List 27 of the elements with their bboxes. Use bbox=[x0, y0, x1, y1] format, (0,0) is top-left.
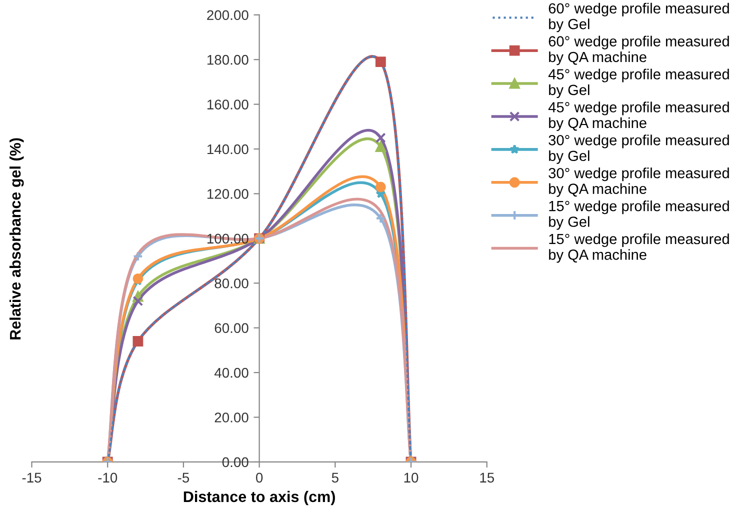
x-tick-label: -5 bbox=[178, 472, 190, 483]
legend-label: 30° wedge profile measured by Gel bbox=[548, 134, 729, 164]
legend-label: 45° wedge profile measured by Gel bbox=[548, 68, 729, 98]
y-tick-label: 160.00 bbox=[207, 100, 248, 110]
legend-label: 45° wedge profile measured by QA machine bbox=[548, 102, 729, 131]
x-axis-title: Distance to axis (cm) bbox=[184, 490, 335, 506]
x-tick-label: 0 bbox=[256, 472, 263, 483]
legend-label: 15° wedge profile measured by Gel bbox=[549, 200, 729, 230]
y-tick-label: 120.00 bbox=[207, 189, 248, 199]
y-tick-label: 180.00 bbox=[207, 54, 248, 65]
y-axis-title: Relative absorbance gel (%) bbox=[9, 138, 24, 340]
x-tick-label: 15 bbox=[480, 472, 494, 483]
x-tick-label: -15 bbox=[22, 472, 42, 483]
legend-label: 30° wedge profile measured by QA machine bbox=[548, 168, 729, 197]
y-tick-label: 60.00 bbox=[214, 323, 248, 334]
y-tick-label: 80.00 bbox=[214, 278, 248, 288]
legend-label: 60° wedge profile measured by Gel bbox=[548, 2, 729, 32]
y-tick-label: 40.00 bbox=[214, 368, 248, 378]
y-tick-label: 20.00 bbox=[214, 412, 248, 422]
y-tick-label: 200.00 bbox=[207, 10, 248, 20]
legend-label: 15° wedge profile measured by QA machine bbox=[549, 233, 729, 263]
y-tick-label: 100.00 bbox=[207, 234, 248, 244]
x-tick-label: 10 bbox=[404, 472, 418, 483]
x-tick-label: 5 bbox=[332, 472, 338, 483]
x-tick-label: -10 bbox=[98, 472, 118, 483]
y-tick-label: 140.00 bbox=[207, 144, 248, 154]
legend-label: 60° wedge profile measured by QA machine bbox=[548, 36, 729, 66]
